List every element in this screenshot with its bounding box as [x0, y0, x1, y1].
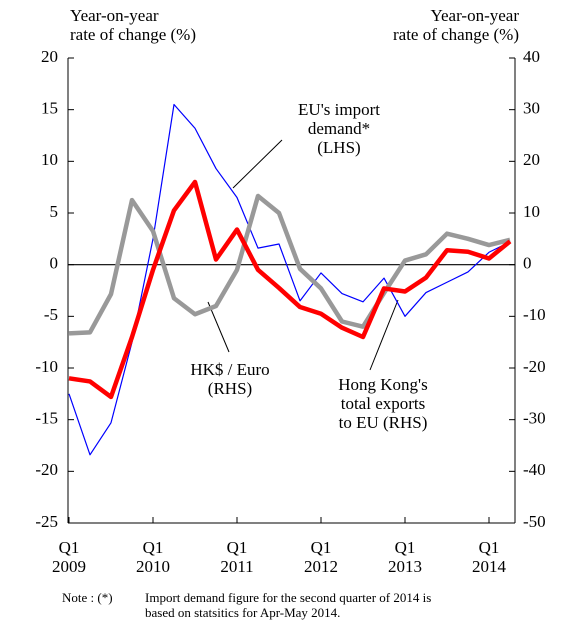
y2-tick-label: -10	[523, 305, 546, 324]
x-tick-label: Q1 2011	[220, 538, 254, 576]
y-tick-label: 15	[41, 99, 58, 118]
note-label: Note : (*)	[62, 590, 113, 605]
leader-line	[369, 299, 399, 371]
y2-tick-label: 20	[523, 150, 540, 169]
y-tick-label: -15	[35, 409, 58, 428]
annotation: HK$ / Euro (RHS)	[190, 360, 270, 398]
leader-line	[232, 139, 283, 189]
y-tick-label: 0	[50, 254, 59, 273]
y-axis-title: Year-on-year rate of change (%)	[70, 6, 197, 44]
y-tick-label: 10	[41, 150, 58, 169]
y2-tick-label: -20	[523, 357, 546, 376]
y2-tick-label: 30	[523, 99, 540, 118]
y2-tick-label: 40	[523, 47, 540, 66]
leader-line	[207, 301, 230, 353]
y2-axis-title: Year-on-year rate of change (%)	[392, 6, 519, 44]
annotation: Hong Kong's total exports to EU (RHS)	[338, 375, 428, 432]
series-line	[68, 193, 511, 336]
y-tick-label: -20	[35, 460, 58, 479]
x-tick-label: Q1 2009	[52, 538, 86, 576]
x-tick-label: Q1 2010	[136, 538, 170, 576]
series-line	[68, 103, 511, 456]
y2-tick-label: -50	[523, 512, 546, 531]
y2-tick-label: 0	[523, 254, 532, 273]
series-line	[68, 179, 512, 400]
x-tick-label: Q1 2012	[304, 538, 338, 576]
y-tick-label: 5	[50, 202, 59, 221]
y2-tick-label: -40	[523, 460, 546, 479]
y-tick-label: -25	[35, 512, 58, 531]
x-tick-label: Q1 2014	[472, 538, 506, 576]
y-tick-label: -5	[44, 305, 58, 324]
y-tick-label: 20	[41, 47, 58, 66]
y2-tick-label: -30	[523, 409, 546, 428]
x-tick-label: Q1 2013	[388, 538, 422, 576]
note: Import demand figure for the second quar…	[145, 590, 432, 620]
y2-tick-label: 10	[523, 202, 540, 221]
annotation: EU's import demand* (LHS)	[298, 100, 380, 157]
y-tick-label: -10	[35, 357, 58, 376]
